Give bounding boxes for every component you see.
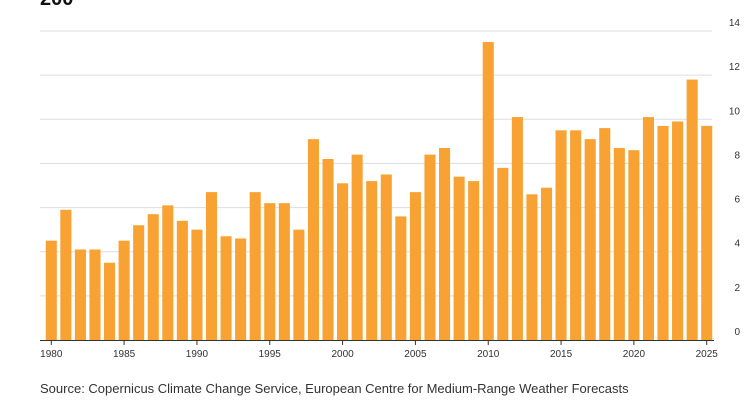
bar-2015 [555, 130, 567, 340]
y-tick-label-10: 10 [729, 106, 741, 117]
bar-2012 [511, 117, 523, 340]
bar-2023 [672, 121, 684, 340]
bar-1993 [235, 238, 247, 340]
x-tick-label-2010: 2010 [477, 349, 500, 360]
bar-1980 [45, 240, 57, 340]
bar-1981 [60, 209, 72, 340]
bar-2009 [468, 181, 480, 340]
bar-2016 [570, 130, 582, 340]
bar-1998 [307, 139, 319, 340]
y-tick-label-8: 8 [734, 150, 740, 161]
bar-2014 [540, 187, 553, 340]
bar-1988 [162, 205, 174, 340]
bar-2008 [453, 176, 465, 340]
bar-1994 [249, 192, 261, 340]
y-tick-label-0: 0 [734, 327, 740, 338]
bar-2021 [642, 117, 654, 340]
source-note: Source: Copernicus Climate Change Servic… [40, 381, 629, 396]
x-tick-label-2015: 2015 [550, 349, 573, 360]
bar-2006 [424, 154, 436, 340]
bar-2017 [584, 139, 596, 340]
bar-2013 [526, 194, 538, 340]
bar-1982 [74, 249, 86, 340]
bar-2002 [366, 181, 378, 340]
bar-2024 [686, 79, 698, 341]
cut-off-heading: 200 [40, 0, 73, 11]
y-tick-label-14: 14 [729, 18, 741, 29]
x-tick-label-1995: 1995 [259, 349, 282, 360]
bar-1991 [205, 192, 218, 340]
x-tick-label-1990: 1990 [186, 349, 209, 360]
bar-1999 [322, 159, 334, 340]
bar-1984 [104, 262, 116, 340]
bar-1992 [220, 236, 232, 340]
bar-2019 [613, 147, 625, 340]
bar-2005 [409, 192, 421, 340]
y-tick-label-6: 6 [734, 195, 740, 206]
bar-1985 [118, 240, 130, 340]
bar-2003 [380, 174, 392, 340]
bar-2018 [599, 128, 611, 340]
y-tick-label-2: 2 [734, 283, 740, 294]
x-tick-label-1985: 1985 [113, 349, 136, 360]
bar-1987 [147, 214, 159, 340]
x-tick-label-2005: 2005 [404, 349, 427, 360]
bar-1990 [191, 229, 203, 340]
bar-2011 [497, 167, 509, 340]
x-tick-label-2020: 2020 [623, 349, 646, 360]
x-tick-label-2000: 2000 [331, 349, 354, 360]
bar-1989 [176, 220, 188, 340]
x-tick-label-1980: 1980 [40, 349, 63, 360]
bar-2020 [628, 150, 640, 340]
y-tick-label-12: 12 [729, 62, 741, 73]
bar-2001 [351, 154, 363, 340]
bar-1996 [278, 203, 290, 340]
bar-2022 [657, 125, 669, 341]
bar-2007 [439, 147, 451, 340]
bar-2025 [701, 125, 713, 341]
bar-1986 [133, 225, 145, 340]
y-tick-label-4: 4 [734, 239, 740, 250]
bar-1997 [293, 229, 305, 340]
x-tick-label-2025: 2025 [696, 349, 719, 360]
bar-1983 [89, 249, 101, 340]
bar-1995 [264, 203, 276, 340]
bar-2010 [482, 42, 494, 341]
bar-2004 [395, 216, 407, 340]
bar-2000 [337, 183, 349, 340]
